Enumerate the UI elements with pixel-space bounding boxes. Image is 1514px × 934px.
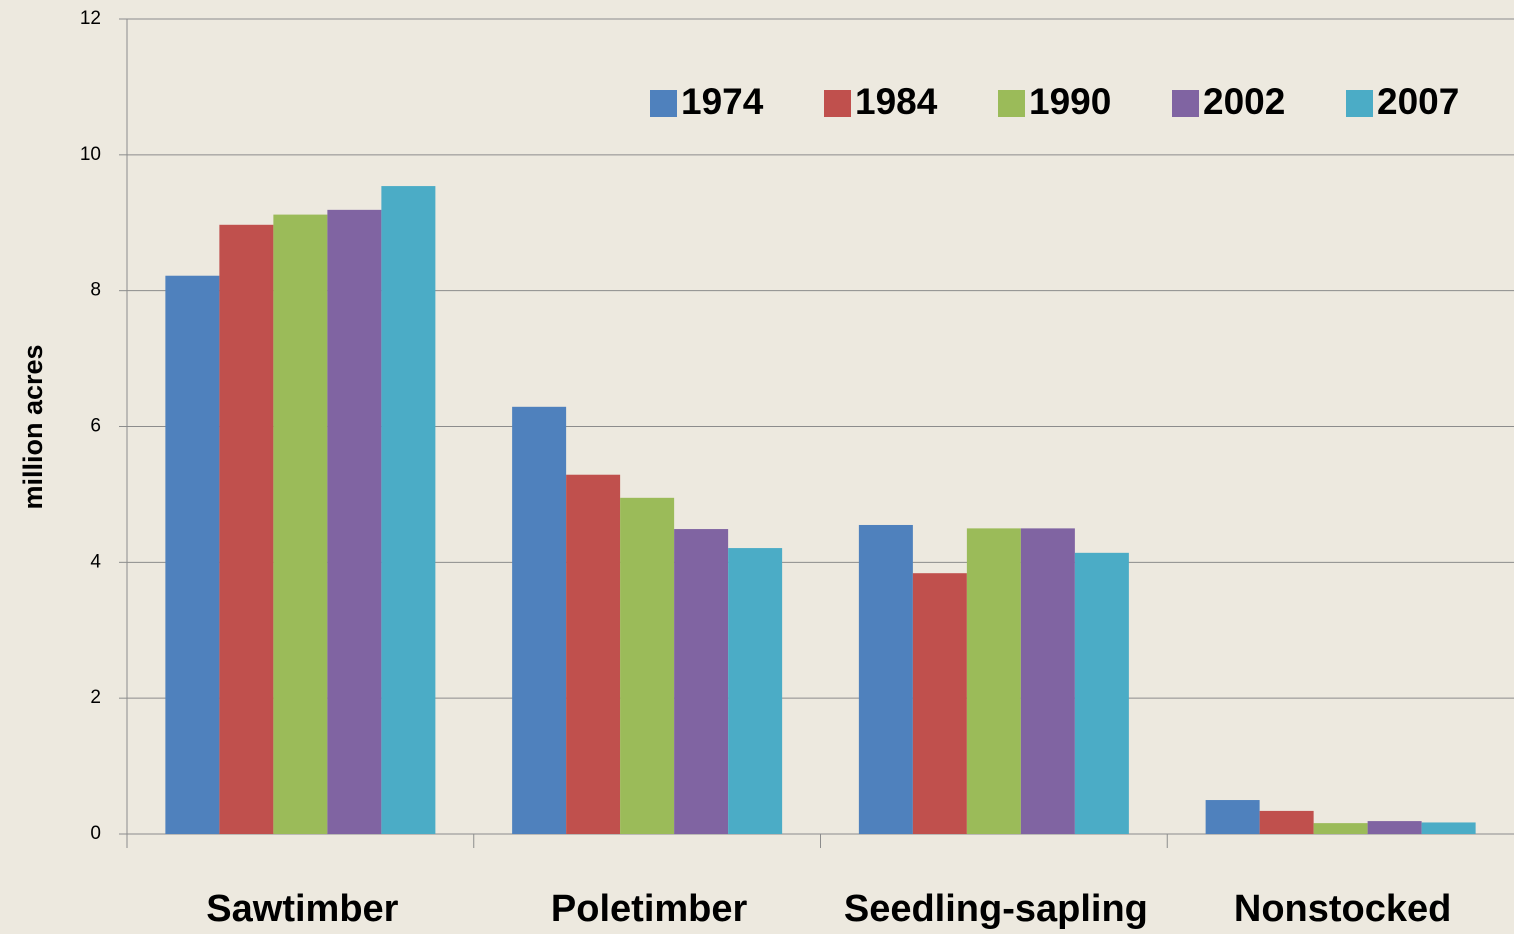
- bar: [1367, 821, 1422, 834]
- bar: [381, 186, 436, 834]
- bar: [1020, 528, 1075, 834]
- bar: [1259, 810, 1314, 834]
- legend-swatch: [998, 90, 1025, 117]
- bar: [1313, 823, 1368, 834]
- bar: [1074, 552, 1129, 834]
- bar: [512, 406, 567, 834]
- y-tick-label: 10: [80, 144, 101, 165]
- bar: [273, 214, 328, 835]
- y-axis-label: million acres: [18, 344, 48, 509]
- x-tick-label: Poletimber: [551, 888, 748, 930]
- legend-swatch: [650, 90, 677, 117]
- bar: [1421, 822, 1476, 834]
- y-tick-label: 4: [90, 551, 101, 572]
- bar: [858, 524, 913, 834]
- bar: [165, 275, 220, 835]
- legend-swatch: [1346, 90, 1373, 117]
- legend-label: 2007: [1377, 81, 1459, 122]
- bar: [566, 474, 621, 834]
- bar: [620, 497, 675, 834]
- bar: [966, 528, 1021, 834]
- legend-swatch: [1172, 90, 1199, 117]
- y-tick-label: 12: [80, 8, 101, 29]
- bar: [728, 548, 783, 834]
- y-tick-label: 2: [90, 687, 101, 708]
- legend-label: 2002: [1203, 81, 1285, 122]
- legend-swatch: [824, 90, 851, 117]
- y-tick-label: 6: [90, 416, 101, 437]
- legend-label: 1990: [1029, 81, 1111, 122]
- x-tick-label: Sawtimber: [206, 888, 398, 930]
- x-tick-label: Nonstocked: [1234, 888, 1451, 930]
- bar: [327, 209, 382, 835]
- y-tick-label: 0: [90, 823, 101, 844]
- bar: [1205, 800, 1260, 834]
- bar: [912, 573, 967, 834]
- y-tick-label: 8: [90, 280, 101, 301]
- legend-label: 1974: [681, 81, 764, 122]
- legend-label: 1984: [855, 81, 938, 122]
- bar: [674, 529, 729, 834]
- x-tick-label: Seedling-sapling: [844, 888, 1148, 930]
- bar: [219, 224, 274, 835]
